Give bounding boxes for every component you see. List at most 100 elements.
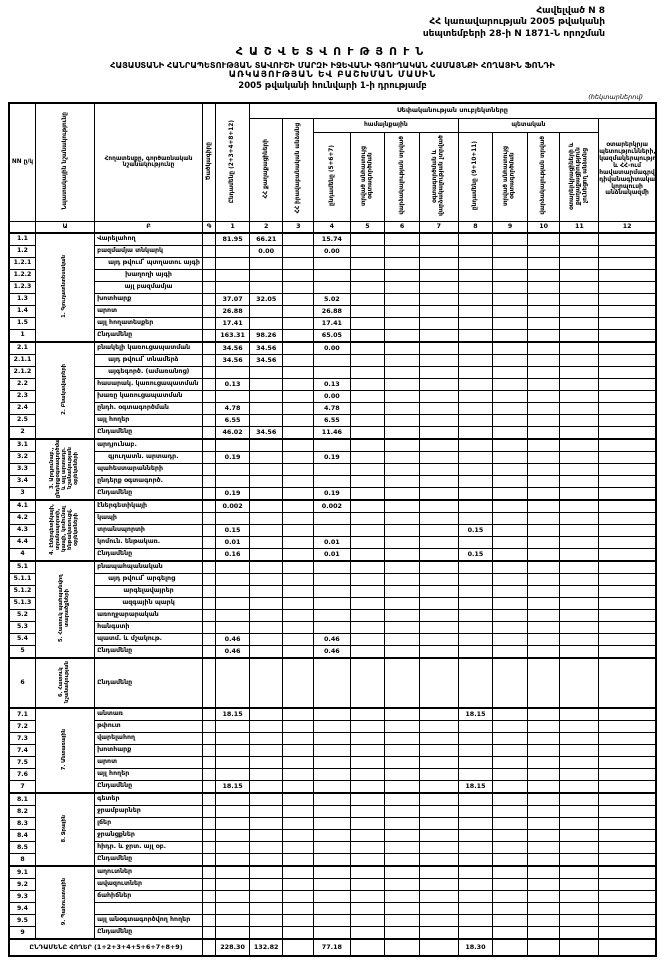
- value-cell: [457, 535, 494, 549]
- code-cell: [202, 389, 217, 403]
- value-cell: [418, 389, 459, 403]
- unit-note: (հեկտարներով): [588, 92, 643, 101]
- value-cell: [418, 256, 459, 270]
- value-cell: [248, 792, 284, 807]
- value-cell: [349, 841, 386, 855]
- column-index: Բ: [94, 220, 204, 234]
- value-cell: [282, 316, 315, 330]
- row-label: այլ հողեր: [94, 413, 204, 427]
- value-cell: [384, 656, 420, 709]
- value-cell: 15.74: [313, 231, 351, 246]
- value-cell: 18.30: [457, 938, 494, 957]
- value-cell: [418, 938, 459, 957]
- value-cell: [418, 425, 459, 440]
- value-cell: [215, 902, 250, 916]
- section-label: 7. Անտառային: [34, 707, 96, 794]
- value-cell: [526, 304, 561, 318]
- value-cell: [418, 353, 459, 367]
- appendix-line: ՀՀ կառավարության 2005 թվականի: [429, 17, 605, 28]
- table-row: 7.2 թփուտ: [8, 720, 657, 734]
- value-cell: [526, 511, 561, 525]
- value-cell: [492, 853, 528, 867]
- value-cell: [598, 474, 657, 488]
- value-cell: [384, 817, 420, 831]
- value-cell: [418, 584, 459, 598]
- value-cell: 66.21: [248, 231, 284, 246]
- code-cell: [202, 316, 217, 330]
- value-cell: 18.15: [215, 780, 250, 794]
- value-cell: 0.15: [215, 523, 250, 537]
- value-cell: [282, 596, 315, 610]
- value-cell: [418, 620, 459, 634]
- section-label: 6. Հատուկ նշանակության: [34, 656, 96, 709]
- code-cell: [202, 486, 217, 501]
- value-cell: [313, 474, 351, 488]
- value-cell: [248, 620, 284, 634]
- value-cell: [313, 792, 351, 807]
- value-cell: [349, 268, 386, 282]
- value-cell: [313, 437, 351, 452]
- code-cell: [202, 437, 217, 452]
- value-cell: [418, 280, 459, 294]
- value-cell: [492, 841, 528, 855]
- value-cell: [282, 744, 315, 758]
- value-cell: [282, 231, 315, 246]
- value-cell: [526, 841, 561, 855]
- value-cell: [526, 656, 561, 709]
- value-cell: [248, 656, 284, 709]
- value-cell: 18.15: [457, 780, 494, 794]
- value-cell: [598, 817, 657, 831]
- col-code-header: Ծածկագիրը: [202, 102, 217, 222]
- row-id: 7.3: [8, 732, 36, 746]
- value-cell: [598, 523, 657, 537]
- value-cell: 6.55: [215, 413, 250, 427]
- value-cell: [559, 401, 600, 415]
- value-cell: [559, 511, 600, 525]
- value-cell: 26.88: [313, 304, 351, 318]
- value-cell: [349, 280, 386, 294]
- code-cell: [202, 644, 217, 659]
- value-cell: [526, 535, 561, 549]
- value-cell: [492, 486, 528, 501]
- value-cell: [457, 353, 494, 367]
- column-index: 3: [282, 220, 315, 234]
- value-cell: [559, 498, 600, 513]
- value-cell: [492, 401, 528, 415]
- value-cell: [282, 401, 315, 415]
- col-6-header: վարձակալության տրված: [384, 131, 420, 222]
- value-cell: [526, 547, 561, 562]
- value-cell: [418, 805, 459, 819]
- value-cell: [559, 938, 600, 957]
- value-cell: [492, 425, 528, 440]
- value-cell: [248, 316, 284, 330]
- col-4-label: ընդամենը (5+6+7): [328, 145, 335, 207]
- value-cell: [598, 365, 657, 379]
- value-cell: [384, 768, 420, 782]
- code-cell: [202, 756, 217, 770]
- value-cell: [418, 486, 459, 501]
- value-cell: [248, 608, 284, 622]
- row-label: Վարելահող: [94, 231, 204, 246]
- row-id: 7.6: [8, 768, 36, 782]
- value-cell: [526, 462, 561, 476]
- code-cell: [202, 865, 217, 880]
- value-cell: [248, 756, 284, 770]
- value-cell: [349, 304, 386, 318]
- value-cell: [349, 572, 386, 586]
- value-cell: [282, 425, 315, 440]
- table-row: 1.4 արոտ 26.88 26.88: [8, 304, 657, 318]
- value-cell: [248, 511, 284, 525]
- code-cell: [202, 328, 217, 343]
- table-row: 1.2 բազմամյա տնկարկ 0.00 0.00: [8, 244, 657, 258]
- value-cell: [598, 841, 657, 855]
- value-cell: [349, 559, 386, 574]
- value-cell: [349, 656, 386, 709]
- row-label: հասարակ. կառուցապատման: [94, 377, 204, 391]
- value-cell: [384, 437, 420, 452]
- value-cell: [282, 256, 315, 270]
- section-label: 9. Պահուստային: [34, 865, 96, 940]
- value-cell: [526, 720, 561, 734]
- value-cell: [418, 829, 459, 843]
- value-cell: [349, 780, 386, 794]
- value-cell: [457, 559, 494, 574]
